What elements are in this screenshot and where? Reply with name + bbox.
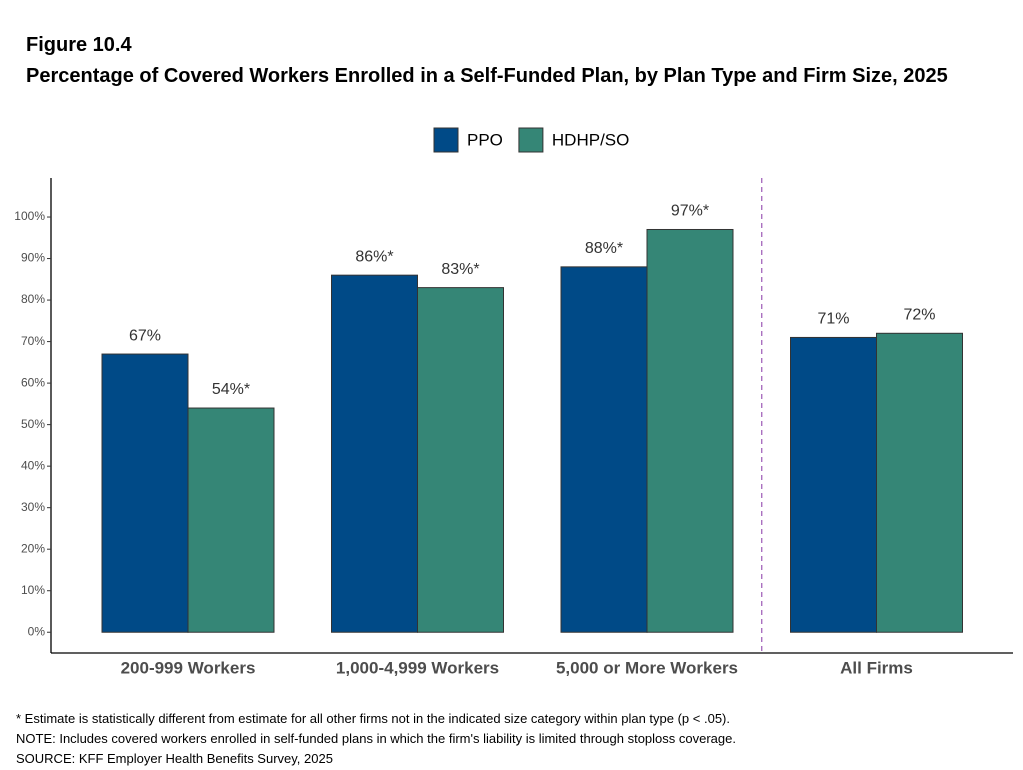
chart-title: Figure 10.4 xyxy=(26,34,132,56)
value-label: 71% xyxy=(817,311,849,328)
y-tick-label: 40% xyxy=(21,458,45,472)
bar xyxy=(560,266,648,633)
x-tick-label: All Firms xyxy=(840,658,913,677)
legend-swatch xyxy=(518,127,544,153)
bar xyxy=(876,332,963,633)
x-tick-label: 200-999 Workers xyxy=(121,658,256,677)
legend-label: PPO xyxy=(467,130,503,149)
x-tick-label: 1,000-4,999 Workers xyxy=(336,658,499,677)
y-tick-label: 90% xyxy=(21,251,45,265)
bar xyxy=(331,274,418,633)
bar xyxy=(101,353,189,633)
note: NOTE: Includes covered workers enrolled … xyxy=(16,731,736,746)
note: * Estimate is statistically different fr… xyxy=(16,711,730,726)
y-tick-label: 70% xyxy=(21,334,45,348)
titles: Figure 10.4 Percentage of Covered Worker… xyxy=(26,30,976,92)
value-label: 72% xyxy=(903,307,935,324)
value-label: 67% xyxy=(129,327,161,344)
y-tick-label: 50% xyxy=(21,417,45,431)
y-tick-label: 60% xyxy=(21,375,45,389)
value-label: 88%* xyxy=(585,240,623,257)
bar xyxy=(187,407,275,633)
value-label: 54%* xyxy=(212,381,250,398)
y-tick-label: 20% xyxy=(21,541,45,555)
legend-label: HDHP/SO xyxy=(552,130,629,149)
value-label: 86%* xyxy=(355,248,393,265)
bar xyxy=(790,336,877,633)
y-tick-label: 80% xyxy=(21,292,45,306)
value-label: 97%* xyxy=(671,203,709,220)
y-tick-label: 100% xyxy=(14,209,45,223)
chart-subtitle: Percentage of Covered Workers Enrolled i… xyxy=(26,65,948,87)
bar xyxy=(417,287,504,633)
bar xyxy=(646,228,734,633)
y-tick-label: 10% xyxy=(21,583,45,597)
x-tick-label: 5,000 or More Workers xyxy=(556,658,738,677)
y-tick-label: 30% xyxy=(21,500,45,514)
y-tick-label: 0% xyxy=(28,624,46,638)
legend-swatch xyxy=(433,127,459,153)
value-label: 83%* xyxy=(441,261,479,278)
notes: * Estimate is statistically different fr… xyxy=(16,709,1016,769)
note: SOURCE: KFF Employer Health Benefits Sur… xyxy=(16,751,333,766)
